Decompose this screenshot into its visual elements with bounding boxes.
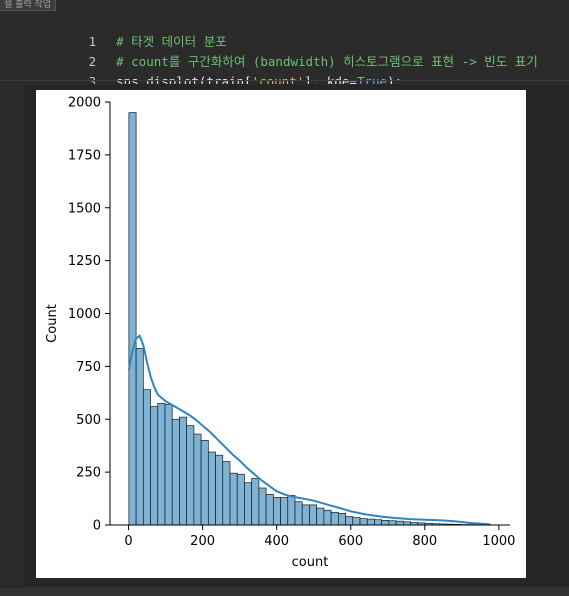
histogram-bar — [135, 348, 144, 526]
x-tick-label: 400 — [264, 534, 289, 549]
y-tick-label: 1000 — [68, 307, 101, 322]
histogram-bar — [330, 511, 339, 526]
bottom-scroll-area[interactable] — [0, 588, 569, 596]
y-tick-label: 1750 — [68, 148, 101, 163]
histogram-bar — [359, 518, 368, 526]
histogram-bar — [229, 472, 238, 526]
x-tick-label: 200 — [190, 534, 215, 549]
histogram-bar — [352, 517, 361, 526]
histogram-bar — [236, 473, 245, 526]
code-line-2[interactable]: 2 # count를 구간화하여 (bandwidth) 히스토그램으로 표현 -… — [0, 32, 538, 69]
histogram-bar — [301, 504, 310, 526]
histogram-bar — [128, 112, 137, 526]
x-tick-label: 800 — [412, 534, 437, 549]
plot-figure: 0 250 500 750 1000 1250 1500 1750 2000 0 200 400 600… — [36, 90, 526, 578]
histogram-bar — [222, 461, 231, 526]
histogram-bar — [207, 451, 216, 526]
y-axis-label: Count — [45, 304, 60, 343]
histogram-bar — [323, 509, 332, 526]
y-tick-label: 250 — [76, 466, 101, 481]
code-editor[interactable]: 1 # 타겟 데이터 분포 2 # count를 구간화하여 (bandwidth)… — [0, 12, 569, 89]
cell-divider — [0, 80, 569, 81]
histogram-bar — [200, 440, 209, 526]
histogram-bar — [316, 507, 325, 526]
cell-output-tag[interactable]: 셀 출력 작업 — [0, 0, 57, 11]
histogram-bars — [128, 112, 491, 526]
histogram-bar — [244, 482, 253, 526]
x-axis-label: count — [292, 555, 329, 570]
code-comment: # 타겟 데이터 분포 — [116, 34, 227, 49]
histogram-bar — [309, 504, 318, 526]
histogram-bar — [395, 520, 404, 526]
histogram-bar — [179, 416, 188, 526]
kde-curve — [127, 334, 491, 526]
histogram-bar — [388, 520, 397, 526]
x-tick-label: 600 — [338, 534, 363, 549]
histogram-bar — [142, 389, 151, 526]
line-number: 2 — [88, 54, 97, 69]
histogram-bar — [345, 516, 354, 526]
histogram-bar — [193, 433, 202, 526]
histogram-bar — [164, 404, 173, 526]
y-tick-label: 1500 — [68, 201, 101, 216]
histogram-chart: 0 250 500 750 1000 1250 1500 1750 2000 0 200 400 600… — [45, 96, 516, 571]
histogram-bar — [272, 497, 281, 526]
code-line-3[interactable]: 3 sns.displot(train['count'], kde=True); — [0, 52, 403, 89]
histogram-bar — [265, 493, 274, 526]
histogram-bar — [287, 495, 296, 526]
y-tick-label: 1250 — [68, 254, 101, 269]
histogram-bar — [251, 478, 260, 526]
histogram-bar — [215, 454, 224, 526]
line-number: 3 — [88, 74, 97, 89]
histogram-bar — [337, 513, 346, 526]
axes: 0 250 500 750 1000 1250 1500 1750 2000 0 200 400 600… — [68, 96, 516, 550]
histogram-bar — [157, 403, 166, 526]
x-tick-label: 1000 — [482, 534, 515, 549]
line-number: 1 — [88, 34, 97, 49]
histogram-bar — [374, 519, 383, 526]
histogram-bar — [381, 519, 390, 526]
code-comment: # count를 구간화하여 (bandwidth) 히스토그램으로 표현 ->… — [116, 54, 538, 69]
histogram-bar — [171, 418, 180, 526]
histogram-bar — [258, 487, 267, 526]
histogram-bar — [366, 518, 375, 526]
y-tick-label: 750 — [76, 360, 101, 375]
histogram-bar — [280, 497, 289, 526]
y-tick-label: 2000 — [68, 96, 101, 111]
histogram-bar — [186, 425, 195, 526]
y-tick-label: 500 — [76, 413, 101, 428]
histogram-bar — [294, 501, 303, 526]
y-tick-label: 0 — [93, 519, 101, 534]
histogram-bar — [150, 406, 159, 526]
code-line-1[interactable]: 1 # 타겟 데이터 분포 — [0, 12, 227, 49]
x-tick-label: 0 — [124, 534, 132, 549]
